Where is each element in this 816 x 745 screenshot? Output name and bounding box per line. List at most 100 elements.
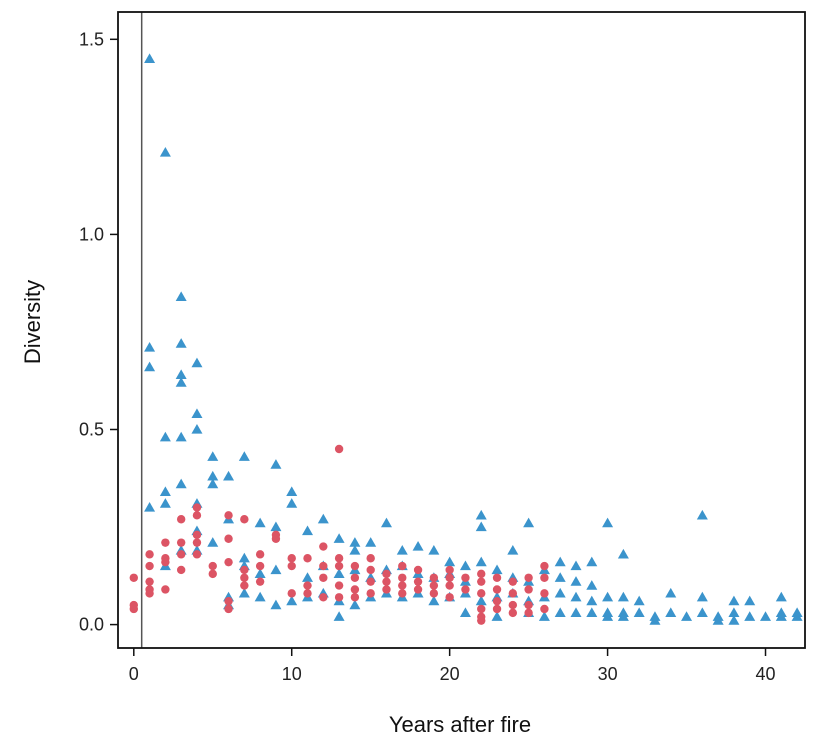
triangle-point xyxy=(602,517,614,528)
circle-point xyxy=(508,608,518,618)
triangle-point xyxy=(444,556,456,567)
circle-point xyxy=(382,569,391,579)
circle-point xyxy=(240,515,249,524)
triangle-point xyxy=(238,587,250,598)
triangle-point xyxy=(554,556,566,567)
triangle-point xyxy=(238,451,250,461)
plot-frame xyxy=(117,11,806,649)
triangle-point xyxy=(633,595,645,606)
circle-point xyxy=(176,565,186,575)
circle-point xyxy=(413,577,423,586)
circle-point xyxy=(540,589,549,598)
triangle-point xyxy=(728,595,740,606)
triangle-point xyxy=(302,525,314,536)
circle-point xyxy=(319,542,328,551)
circle-point xyxy=(429,581,439,590)
triangle-point xyxy=(223,470,235,481)
triangle-point xyxy=(475,509,487,520)
triangle-point xyxy=(396,544,408,555)
triangle-point xyxy=(696,509,708,520)
circle-point xyxy=(161,585,170,594)
triangle-point xyxy=(191,423,203,434)
triangle-point xyxy=(554,572,566,582)
triangle-point xyxy=(475,521,487,532)
triangle-point xyxy=(586,595,598,606)
circle-point xyxy=(508,589,518,598)
circle-point xyxy=(240,565,249,575)
circle-point xyxy=(508,577,518,586)
circle-point xyxy=(287,589,296,598)
circle-point xyxy=(161,538,170,547)
circle-point xyxy=(492,585,502,594)
triangle-point xyxy=(586,607,598,618)
data-markers xyxy=(129,53,803,625)
circle-point xyxy=(334,581,344,590)
circle-point xyxy=(303,581,312,590)
triangle-point xyxy=(191,408,203,419)
triangle-point xyxy=(175,338,187,348)
circle-point xyxy=(350,561,360,571)
circle-point xyxy=(303,589,312,598)
triangle-point xyxy=(286,498,298,508)
triangle-point xyxy=(144,502,156,512)
triangle-point xyxy=(602,591,614,602)
circle-point xyxy=(145,561,154,571)
circle-point xyxy=(224,534,233,543)
circle-point xyxy=(303,554,312,563)
circle-point xyxy=(145,550,154,559)
triangle-point xyxy=(349,544,361,555)
triangle-point xyxy=(570,591,582,602)
triangle-point xyxy=(696,607,708,618)
triangle-point xyxy=(428,544,440,555)
triangle-point xyxy=(254,591,266,602)
circle-point xyxy=(398,589,407,598)
circle-point xyxy=(540,573,549,582)
circle-point xyxy=(477,589,486,598)
x-tick-label: 20 xyxy=(440,664,460,684)
circle-point xyxy=(382,585,391,594)
triangle-point xyxy=(681,611,693,621)
circle-point xyxy=(129,573,138,582)
triangle-point xyxy=(665,607,677,618)
circle-point xyxy=(461,585,470,594)
circle-point xyxy=(145,589,154,598)
circle-point xyxy=(208,569,217,579)
circle-point xyxy=(350,573,360,582)
circle-point xyxy=(445,573,454,582)
triangle-point xyxy=(412,541,424,551)
triangle-point xyxy=(349,599,361,610)
x-tick-label: 40 xyxy=(756,664,776,684)
circle-point xyxy=(287,554,296,563)
circle-point xyxy=(334,554,344,563)
triangle-point xyxy=(144,53,156,63)
circle-point xyxy=(524,573,533,582)
circle-point xyxy=(224,604,233,614)
triangle-point xyxy=(665,587,677,598)
circle-point xyxy=(398,573,407,582)
circle-point xyxy=(319,561,328,571)
x-tick-label: 30 xyxy=(598,664,618,684)
circle-point xyxy=(413,565,423,575)
y-axis-title: Diversity xyxy=(20,280,45,364)
circle-point xyxy=(477,569,486,579)
triangle-point xyxy=(159,146,171,157)
triangle-point xyxy=(554,587,566,598)
triangle-point xyxy=(238,552,250,563)
circle-point xyxy=(271,534,281,543)
circle-point xyxy=(319,573,328,582)
triangle-point xyxy=(333,533,345,543)
triangle-point xyxy=(728,607,740,618)
triangle-point xyxy=(317,513,329,524)
triangle-point xyxy=(649,615,661,625)
triangle-point xyxy=(775,591,787,602)
circle-point xyxy=(334,561,344,571)
triangle-point xyxy=(586,580,598,590)
triangle-point xyxy=(175,478,187,489)
circle-point xyxy=(366,554,375,563)
triangle-point xyxy=(570,607,582,618)
circle-point xyxy=(176,538,186,547)
y-tick-label: 1.5 xyxy=(79,29,104,49)
circle-point xyxy=(508,600,518,610)
